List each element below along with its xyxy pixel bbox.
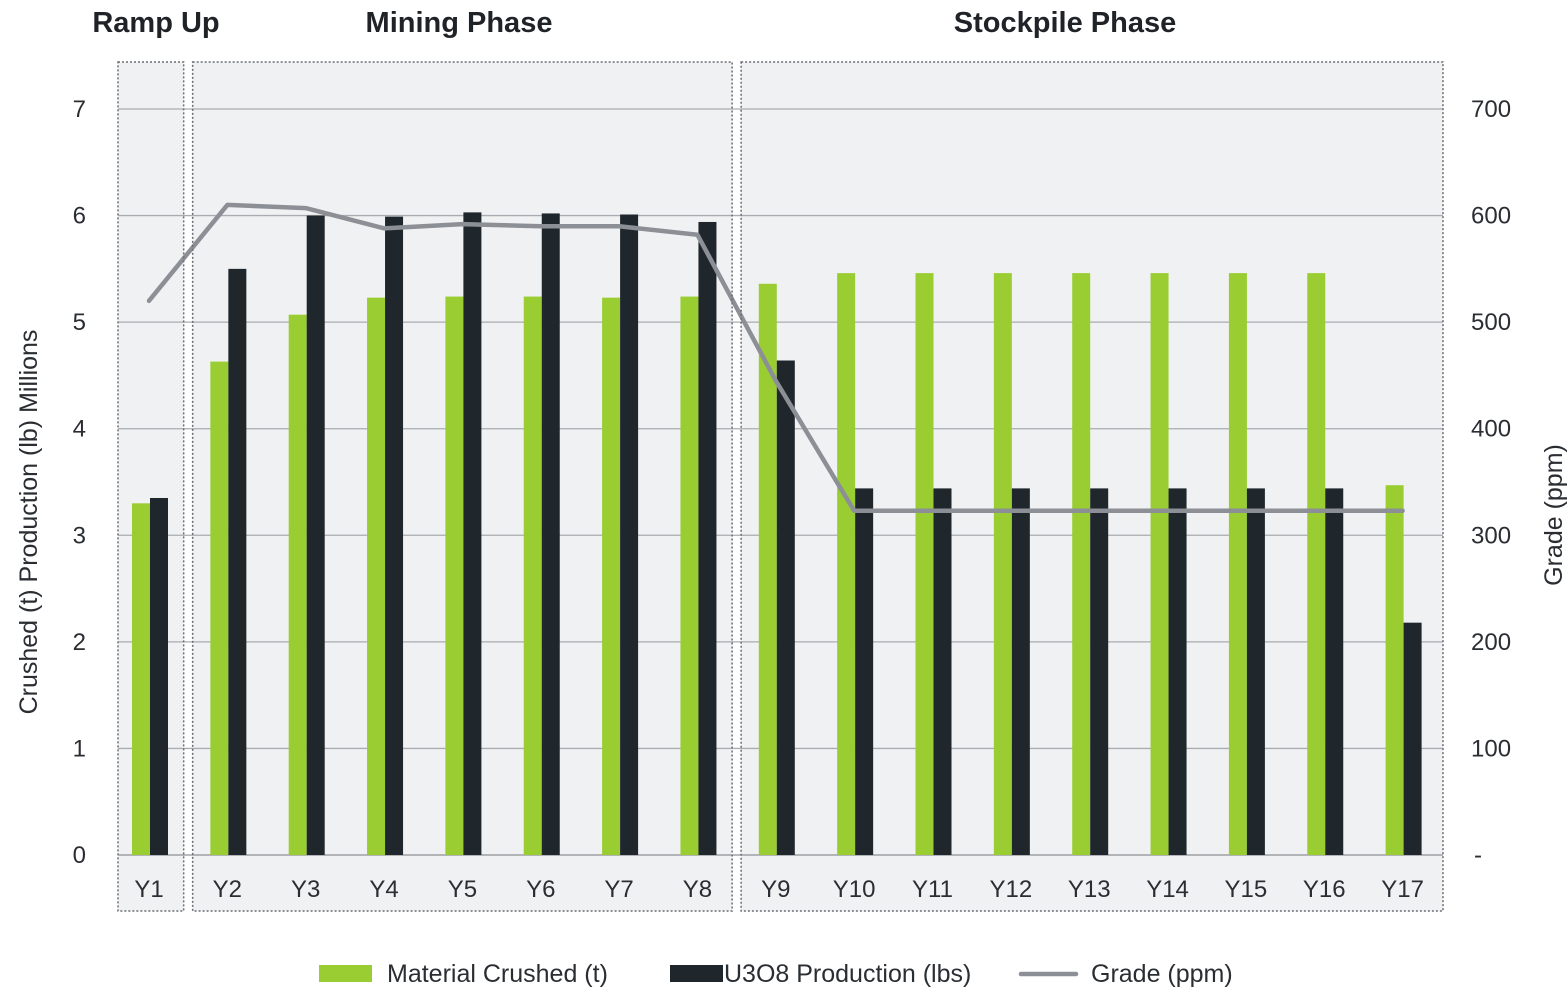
bars [132,212,1422,856]
legend: Material Crushed (t) U3O8 Production (lb… [319,960,1233,988]
phase-title-stockpile-phase: Stockpile Phase [954,7,1176,39]
x-category-label: Y7 [604,876,633,903]
y-left-tick-label: 6 [73,203,86,230]
bar-material-crushed-y8 [680,296,699,856]
y-left-tick-label: 7 [73,96,86,123]
bar-material-crushed-y9 [758,283,777,856]
x-category-label: Y17 [1381,876,1424,903]
y-right-tick-label: 700 [1471,96,1511,123]
category-labels: Y1 Y2 Y3 Y4 Y5 Y6 Y7 Y8 Y9 Y10 Y11 Y12 Y13 Y14 Y15 Y16 Y… [134,876,1424,903]
x-category-label: Y4 [369,876,398,903]
y-right-tick-label: 600 [1471,203,1511,230]
bar-u3o8-production-y11 [933,488,952,855]
y-right-tick-label: - [1474,842,1482,869]
legend-label-grade: Grade (ppm) [1091,960,1233,988]
bar-u3o8-production-y13 [1090,488,1109,855]
bar-material-crushed-y11 [915,273,934,855]
bar-material-crushed-y12 [993,273,1012,855]
legend-swatch-material-crushed [319,965,372,982]
phase-titles: Ramp Up Mining Phase Stockpile Phase [92,7,1176,39]
y-right-axis-title: Grade (ppm) [1540,444,1567,586]
y-left-axis-title: Crushed (t) Production (lb) Millions [15,330,43,715]
bar-u3o8-production-y2 [228,268,247,855]
x-category-label: Y13 [1068,876,1111,903]
phase-title-ramp-up: Ramp Up [92,7,219,39]
bar-u3o8-production-y12 [1011,488,1030,855]
bar-u3o8-production-y5 [463,212,482,856]
bar-material-crushed-y10 [837,273,856,855]
bar-u3o8-production-y17 [1403,622,1422,855]
bar-material-crushed-y14 [1150,273,1169,855]
phase-frame-ramp-up [117,61,185,912]
x-category-label: Y1 [134,876,163,903]
x-category-label: Y3 [291,876,320,903]
bar-u3o8-production-y9 [776,360,795,855]
legend-label-u3o8-production: U3O8 Production (lbs) [724,960,971,988]
bar-material-crushed-y3 [288,314,307,855]
x-category-label: Y2 [213,876,242,903]
x-category-label: Y5 [448,876,477,903]
x-category-label: Y6 [526,876,555,903]
bar-material-crushed-y15 [1228,273,1247,855]
bar-u3o8-production-y14 [1168,488,1187,855]
bar-u3o8-production-y1 [150,497,168,855]
y-right-tick-label: 400 [1471,416,1511,443]
x-category-label: Y10 [833,876,876,903]
y-right-tick-label: 300 [1471,522,1511,549]
bar-material-crushed-y13 [1072,273,1091,855]
y-left-tick-label: 2 [73,629,86,656]
bar-u3o8-production-y4 [385,216,404,855]
bar-material-crushed-y5 [445,296,464,856]
y-left-tick-label: 4 [73,416,86,443]
x-category-label: Y16 [1303,876,1346,903]
bar-material-crushed-y2 [210,361,229,855]
bar-u3o8-production-y15 [1246,488,1265,855]
phase-title-mining-phase: Mining Phase [366,7,553,39]
x-category-label: Y8 [683,876,712,903]
y-left-tick-label: 5 [73,309,86,336]
bar-material-crushed-y6 [523,296,542,856]
y-right-tick-label: 200 [1471,629,1511,656]
grade-line [146,202,1405,514]
bar-u3o8-production-y16 [1325,488,1344,855]
x-category-label: Y11 [912,876,953,903]
x-category-label: Y12 [989,876,1032,903]
y-left-tick-label: 3 [73,522,86,549]
left-axis-ticks: 0 1 2 3 4 5 6 7 [73,96,86,869]
phase-frames [117,61,1444,912]
y-left-tick-label: 0 [73,842,86,869]
bar-material-crushed-y17 [1385,485,1404,855]
x-category-label: Y9 [761,876,790,903]
bar-material-crushed-y7 [602,297,621,855]
x-category-label: Y15 [1225,876,1268,903]
x-category-label: Y14 [1146,876,1189,903]
y-right-tick-label: 500 [1471,309,1511,336]
bar-material-crushed-y16 [1307,273,1326,855]
right-axis-ticks: - 100 200 300 400 500 600 700 [1471,96,1511,869]
bar-u3o8-production-y3 [306,215,325,856]
phase-frame-mining-phase [191,61,733,912]
y-left-tick-label: 1 [73,735,86,762]
bar-u3o8-production-y10 [855,488,874,855]
phase-frame-stockpile-phase [740,61,1444,912]
bar-u3o8-production-y6 [541,213,560,855]
bar-u3o8-production-y8 [698,221,717,856]
legend-label-material-crushed: Material Crushed (t) [387,960,608,988]
bar-material-crushed-y1 [132,503,150,855]
y-right-tick-label: 100 [1471,735,1511,762]
bar-u3o8-production-y7 [620,214,639,855]
bar-material-crushed-y4 [367,297,386,855]
legend-swatch-u3o8-production [670,965,723,982]
